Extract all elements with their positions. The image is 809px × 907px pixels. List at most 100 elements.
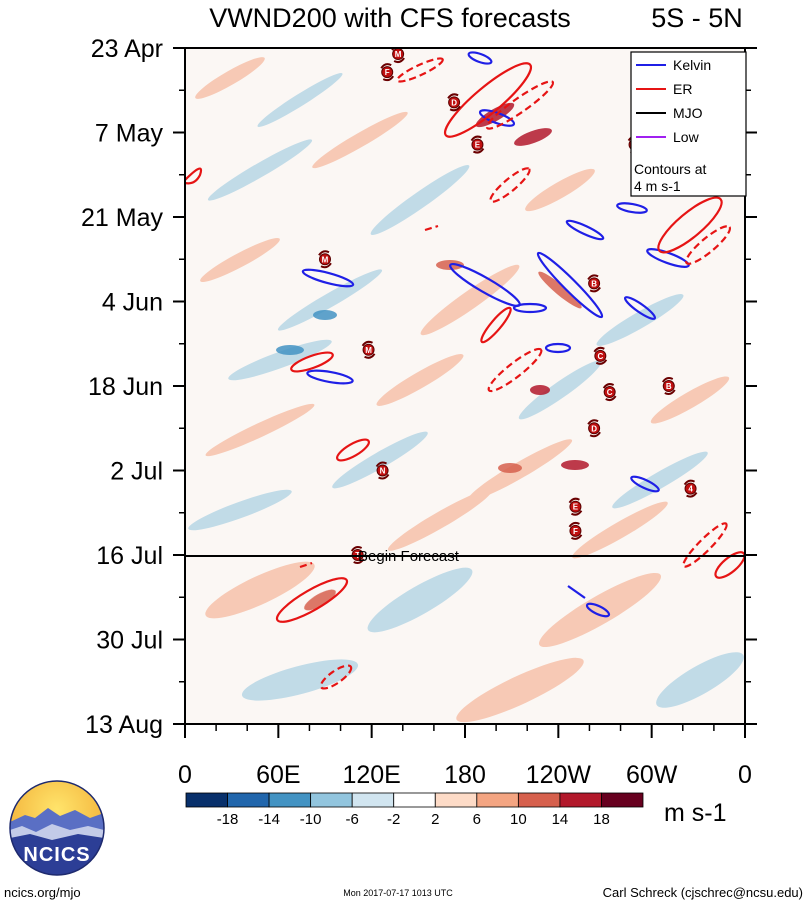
y-tick-label: 18 Jun — [88, 373, 163, 401]
storm-swirl — [664, 389, 676, 395]
kelvin-contour — [306, 369, 354, 385]
kelvin-contour — [512, 302, 548, 314]
storm-swirl — [683, 479, 696, 486]
logo-ring — [9, 780, 105, 876]
shade-blob — [376, 354, 464, 406]
shade-blob — [228, 339, 332, 381]
shade-blob — [456, 657, 584, 723]
storm-swirl — [472, 147, 485, 154]
storm-dot — [569, 500, 582, 513]
storm-marker: C — [593, 346, 608, 365]
kelvin-contour — [616, 202, 648, 214]
storm-label: F — [385, 68, 390, 77]
colorbar-tick-label: 6 — [473, 811, 481, 828]
colorbar-tick-label: -14 — [258, 811, 280, 828]
storm-dot — [588, 277, 601, 290]
shade-blob — [277, 269, 383, 331]
shade-blob — [205, 403, 315, 457]
er-dashed-contour — [424, 224, 439, 232]
storm-marker: E — [568, 497, 583, 516]
shade-blob — [514, 128, 552, 146]
x-tick-label: 120W — [526, 761, 592, 789]
storm-dot — [376, 464, 389, 477]
storm-label: C — [597, 352, 603, 361]
legend-label: ER — [673, 81, 692, 97]
er-contour — [443, 62, 533, 138]
kelvin-contour — [646, 248, 690, 268]
legend-label: Low — [673, 129, 700, 145]
storm-dot — [448, 96, 461, 109]
shade-blob — [596, 294, 684, 346]
storm-swirl — [595, 359, 608, 365]
storm-label: M — [322, 255, 329, 264]
storm-label: E — [475, 141, 481, 150]
shade-blob — [257, 73, 343, 127]
colorbar-tick-label: 18 — [593, 811, 610, 828]
storm-label: F — [573, 527, 578, 536]
storm-swirl — [605, 395, 617, 402]
storm-swirl — [589, 286, 601, 293]
colorbar-tick-label: -6 — [346, 811, 359, 828]
colorbar-swatch — [268, 792, 312, 808]
shade-blob — [312, 111, 408, 169]
chart-region-label: 5S - 5N — [651, 3, 743, 33]
shade-blob — [538, 271, 582, 309]
storm-swirl — [393, 57, 405, 64]
shade-blob — [205, 561, 315, 619]
y-tick-label: 23 Apr — [91, 35, 163, 63]
x-tick-label: 0 — [178, 761, 192, 789]
storm-swirl — [447, 93, 459, 99]
storm-label: D — [451, 98, 457, 107]
storm-label: B — [591, 279, 597, 288]
kelvin-contour — [630, 475, 660, 493]
storm-swirl — [361, 340, 374, 347]
kelvin-contour — [565, 219, 605, 241]
er-dashed-contour — [485, 80, 555, 130]
storm-dot — [684, 482, 697, 495]
forecast-label: Begin Forecast — [358, 548, 460, 565]
y-tick-label: 4 Jun — [102, 289, 163, 317]
storm-markers: MFDEAMBMCCBDN4EFT — [318, 48, 698, 564]
storm-swirl — [593, 346, 605, 353]
colorbar-swatch — [227, 792, 270, 808]
storm-swirl — [470, 135, 482, 142]
storm-swirl — [568, 497, 580, 504]
shade-blob — [538, 572, 662, 648]
shade-blob — [612, 451, 708, 509]
kelvin-contour — [585, 602, 611, 618]
storm-marker: M — [391, 48, 405, 64]
kelvin-contour — [567, 585, 586, 599]
storm-dot — [594, 349, 607, 362]
storm-dot — [362, 343, 375, 356]
colorbar-tick-label: -2 — [387, 811, 400, 828]
storm-dot — [319, 253, 331, 266]
storm-marker: M — [361, 340, 376, 359]
chart-title: VWND200 with CFS forecasts — [209, 3, 571, 33]
colorbar-swatch — [185, 792, 228, 808]
storm-marker: F — [380, 63, 395, 82]
er-dashed-contour — [299, 561, 313, 569]
colorbar: -18 -14 -10 -6 -2 2 6 10 14 18 — [185, 792, 644, 828]
storm-swirl — [380, 63, 392, 69]
legend-box — [630, 51, 747, 197]
colorbar-swatch — [351, 792, 395, 808]
colorbar-swatch — [434, 792, 478, 808]
shade-blob — [387, 489, 493, 551]
storm-dot — [588, 422, 601, 435]
shade-blob — [530, 385, 550, 395]
colorbar-swatch — [393, 792, 436, 808]
storm-swirl — [570, 534, 583, 540]
storm-marker: B — [661, 377, 676, 395]
x-axis: 0 60E 120E 180 120W 60W 0 — [178, 724, 752, 789]
y-tick-label: 2 Jul — [110, 458, 163, 486]
colorbar-swatch — [601, 792, 644, 808]
storm-swirl — [378, 473, 390, 480]
storm-swirl — [364, 353, 376, 359]
y-tick-label: 13 Aug — [85, 711, 163, 739]
storm-swirl — [320, 262, 332, 269]
er-contour — [185, 167, 203, 185]
er-dashed-contour — [682, 522, 728, 568]
logo-base — [10, 834, 104, 875]
ncics-logo: NCICS — [9, 780, 105, 876]
